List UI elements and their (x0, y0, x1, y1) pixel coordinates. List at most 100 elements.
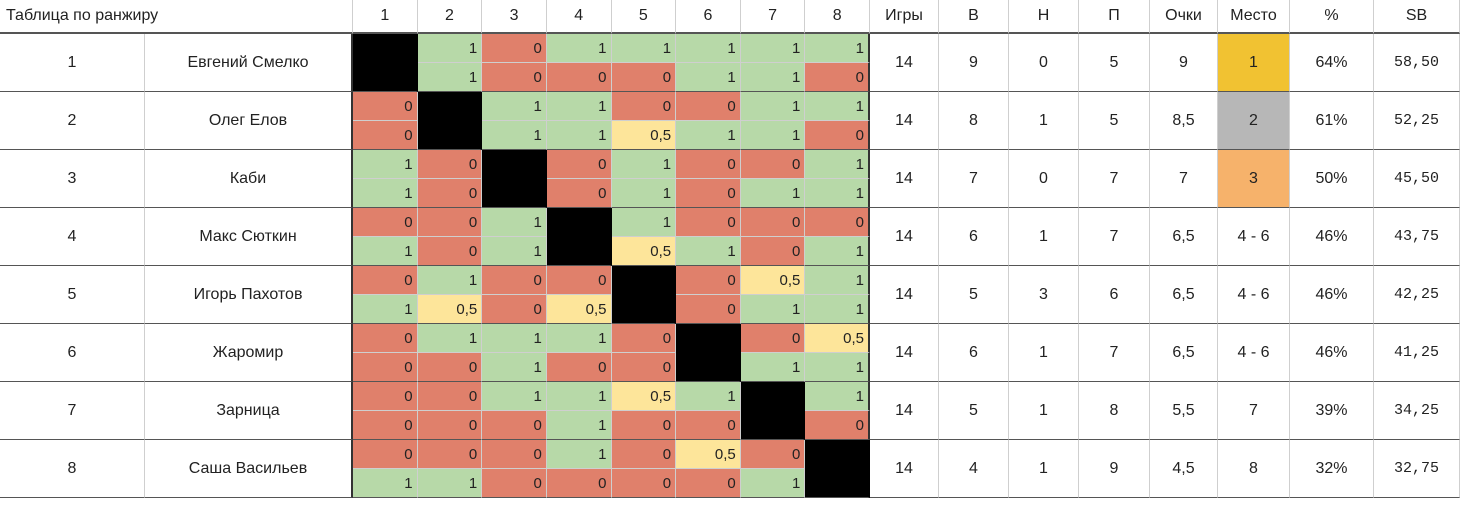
game-result[interactable]: 1 (611, 208, 677, 237)
stat-wins[interactable]: 6 (939, 324, 1009, 382)
game-result[interactable]: 0 (353, 92, 418, 121)
game-result[interactable]: 1 (676, 121, 741, 150)
game-result[interactable]: 0,5 (740, 266, 806, 295)
stat-wins[interactable]: 7 (939, 150, 1009, 208)
stat-place[interactable]: 1 (1218, 34, 1290, 92)
game-result[interactable]: 1 (482, 353, 547, 382)
game-result[interactable]: 1 (546, 34, 612, 63)
game-result[interactable]: 0 (482, 266, 547, 295)
game-result[interactable]: 0 (417, 208, 483, 237)
self-cell[interactable] (611, 266, 677, 324)
stat-points[interactable]: 9 (1150, 34, 1218, 92)
stat-percent[interactable]: 61% (1290, 92, 1374, 150)
game-result[interactable]: 0 (546, 63, 612, 92)
stat-points[interactable]: 6,5 (1150, 208, 1218, 266)
game-result[interactable]: 0 (353, 266, 418, 295)
game-result[interactable]: 1 (546, 382, 612, 411)
game-result[interactable]: 0 (546, 179, 612, 208)
game-result[interactable]: 0 (805, 121, 870, 150)
self-cell[interactable] (417, 92, 483, 150)
game-result[interactable]: 0 (353, 121, 418, 150)
game-result[interactable]: 1 (740, 92, 806, 121)
table-title[interactable]: Таблица по ранжиру (0, 0, 353, 34)
stat-percent[interactable]: 46% (1290, 324, 1374, 382)
stat-percent[interactable]: 50% (1290, 150, 1374, 208)
stat-place[interactable]: 8 (1218, 440, 1290, 498)
game-result[interactable]: 1 (805, 266, 870, 295)
game-result[interactable]: 0 (740, 324, 806, 353)
game-result[interactable]: 1 (740, 34, 806, 63)
game-result[interactable]: 0 (676, 179, 741, 208)
game-result[interactable]: 1 (611, 179, 677, 208)
game-result[interactable]: 1 (611, 150, 677, 179)
stat-games[interactable]: 14 (870, 266, 939, 324)
self-cell[interactable] (740, 382, 806, 440)
stat-losses[interactable]: 7 (1079, 208, 1150, 266)
game-result[interactable]: 0 (353, 382, 418, 411)
stat-draws[interactable]: 0 (1009, 150, 1079, 208)
stat-games[interactable]: 14 (870, 34, 939, 92)
game-result[interactable]: 0 (611, 324, 677, 353)
game-result[interactable]: 0 (417, 382, 483, 411)
stat-games[interactable]: 14 (870, 440, 939, 498)
game-result[interactable]: 0 (611, 469, 677, 498)
self-cell[interactable] (482, 150, 547, 208)
stat-sb[interactable]: 42,25 (1374, 266, 1460, 324)
game-result[interactable]: 0 (482, 440, 547, 469)
game-result[interactable]: 0,5 (676, 440, 741, 469)
game-result[interactable]: 0 (740, 237, 806, 266)
game-result[interactable]: 1 (353, 469, 418, 498)
game-result[interactable]: 0 (611, 63, 677, 92)
stat-place[interactable]: 7 (1218, 382, 1290, 440)
stat-wins[interactable]: 5 (939, 382, 1009, 440)
game-result[interactable]: 1 (417, 63, 483, 92)
game-result[interactable]: 0 (676, 92, 741, 121)
game-result[interactable]: 0,5 (611, 121, 677, 150)
stat-draws[interactable]: 1 (1009, 92, 1079, 150)
game-result[interactable]: 1 (805, 237, 870, 266)
game-result[interactable]: 1 (805, 34, 870, 63)
game-result[interactable]: 0 (482, 469, 547, 498)
header-opponent-7[interactable]: 7 (740, 0, 806, 34)
player-name[interactable]: Евгений Смелко (145, 34, 353, 92)
game-result[interactable]: 1 (676, 63, 741, 92)
stat-sb[interactable]: 58,50 (1374, 34, 1460, 92)
header-opponent-2[interactable]: 2 (417, 0, 483, 34)
rank-cell[interactable]: 5 (0, 266, 145, 324)
game-result[interactable]: 0 (805, 208, 870, 237)
stat-percent[interactable]: 39% (1290, 382, 1374, 440)
stat-sb[interactable]: 43,75 (1374, 208, 1460, 266)
header-opponent-1[interactable]: 1 (353, 0, 418, 34)
rank-cell[interactable]: 7 (0, 382, 145, 440)
header-opponent-5[interactable]: 5 (611, 0, 677, 34)
stat-draws[interactable]: 3 (1009, 266, 1079, 324)
stat-wins[interactable]: 5 (939, 266, 1009, 324)
player-name[interactable]: Игорь Пахотов (145, 266, 353, 324)
game-result[interactable]: 1 (546, 92, 612, 121)
header-opponent-8[interactable]: 8 (805, 0, 870, 34)
stat-losses[interactable]: 6 (1079, 266, 1150, 324)
header-games[interactable]: Игры (870, 0, 939, 34)
stat-place[interactable]: 4 - 6 (1218, 266, 1290, 324)
game-result[interactable]: 1 (676, 237, 741, 266)
game-result[interactable]: 1 (805, 353, 870, 382)
game-result[interactable]: 1 (676, 34, 741, 63)
stat-percent[interactable]: 46% (1290, 208, 1374, 266)
header-place[interactable]: Место (1218, 0, 1290, 34)
game-result[interactable]: 1 (740, 353, 806, 382)
stat-points[interactable]: 6,5 (1150, 324, 1218, 382)
rank-cell[interactable]: 3 (0, 150, 145, 208)
game-result[interactable]: 1 (417, 266, 483, 295)
player-name[interactable]: Зарница (145, 382, 353, 440)
rank-cell[interactable]: 4 (0, 208, 145, 266)
stat-draws[interactable]: 0 (1009, 34, 1079, 92)
game-result[interactable]: 1 (740, 469, 806, 498)
game-result[interactable]: 0 (740, 440, 806, 469)
stat-losses[interactable]: 5 (1079, 34, 1150, 92)
header-sb[interactable]: SB (1374, 0, 1460, 34)
game-result[interactable]: 0 (676, 295, 741, 324)
game-result[interactable]: 0 (805, 63, 870, 92)
game-result[interactable]: 0 (546, 266, 612, 295)
game-result[interactable]: 0 (676, 266, 741, 295)
player-name[interactable]: Жаромир (145, 324, 353, 382)
